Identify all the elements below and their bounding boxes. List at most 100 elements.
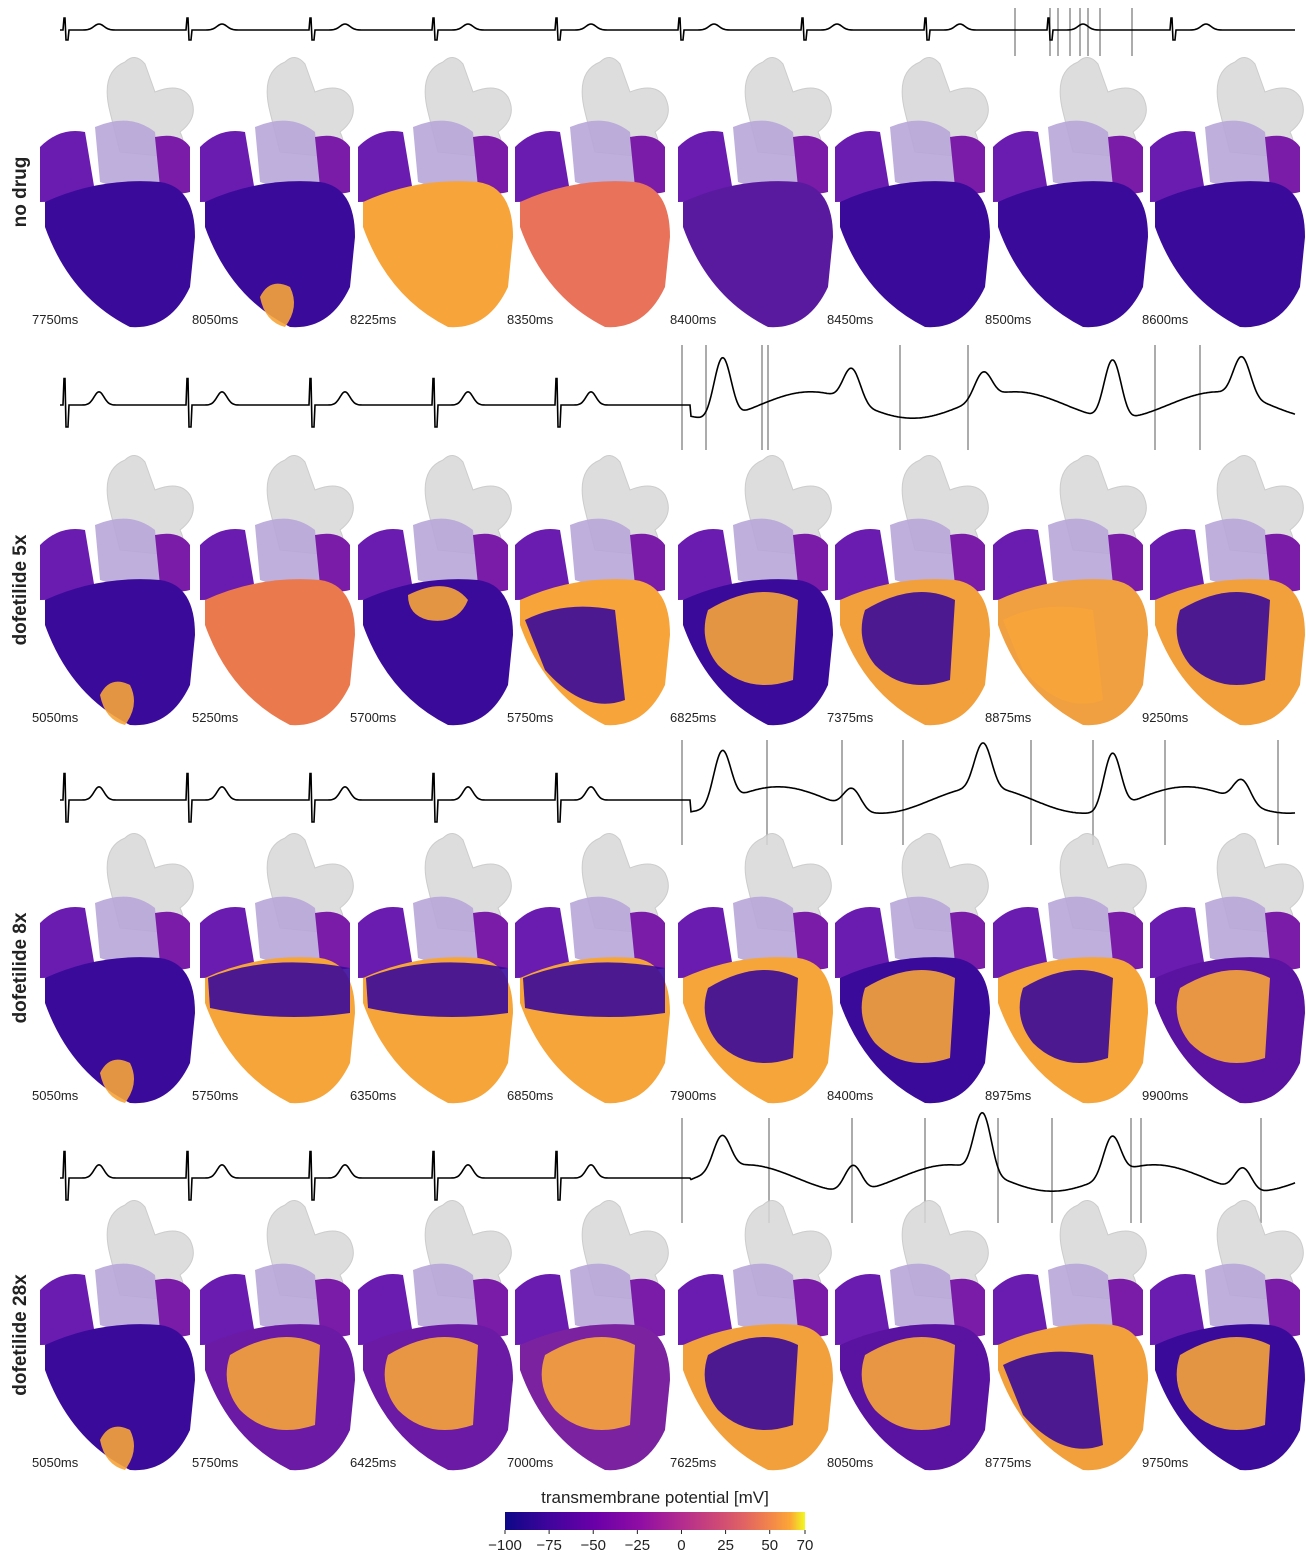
time-label: 9900ms <box>1142 1088 1189 1103</box>
time-label: 8350ms <box>507 312 554 327</box>
heart <box>515 1200 670 1470</box>
aorta <box>1205 1264 1270 1330</box>
time-label: 7900ms <box>670 1088 717 1103</box>
time-label: 8400ms <box>670 312 717 327</box>
time-label: 9250ms <box>1142 710 1189 725</box>
colorbar-tick-label: 25 <box>717 1537 734 1550</box>
aorta <box>733 121 798 187</box>
time-label: 5250ms <box>192 710 239 725</box>
ventricle <box>998 181 1148 327</box>
heart <box>993 1200 1148 1470</box>
aorta <box>890 897 955 963</box>
time-label: 8600ms <box>1142 312 1189 327</box>
time-label: 5050ms <box>32 710 79 725</box>
heart <box>40 455 195 725</box>
time-label: 7375ms <box>827 710 874 725</box>
time-label: 7000ms <box>507 1455 554 1470</box>
heart <box>835 833 990 1103</box>
heart <box>678 57 833 327</box>
aorta <box>1048 897 1113 963</box>
ventricle <box>520 181 670 327</box>
heart <box>515 833 670 1103</box>
aorta <box>95 519 160 585</box>
ventricle <box>45 181 195 327</box>
row-label: dofetilide 5x <box>10 534 31 645</box>
heart <box>358 57 513 327</box>
aorta <box>95 121 160 187</box>
time-label: 5050ms <box>32 1455 79 1470</box>
heart <box>1150 455 1305 725</box>
aorta <box>733 897 798 963</box>
aorta <box>733 519 798 585</box>
colorbar-tick-label: −50 <box>581 1537 606 1550</box>
time-label: 6850ms <box>507 1088 554 1103</box>
aorta <box>1048 121 1113 187</box>
heart <box>993 57 1148 327</box>
colorbar-tick-label: −25 <box>625 1537 650 1550</box>
ventricle <box>363 181 513 327</box>
colorbar-title: transmembrane potential [mV] <box>541 1488 769 1507</box>
ventricle <box>1155 181 1305 327</box>
excitation <box>100 1060 134 1103</box>
time-label: 6825ms <box>670 710 717 725</box>
heart <box>515 57 670 327</box>
heart <box>200 57 355 327</box>
excitation <box>260 284 294 327</box>
ventricle <box>683 181 833 327</box>
time-label: 8050ms <box>192 312 239 327</box>
aorta <box>255 897 320 963</box>
heart <box>993 833 1148 1103</box>
ecg-trace <box>60 18 1295 40</box>
time-label: 5700ms <box>350 710 397 725</box>
ecg-trace <box>60 743 1295 822</box>
heart <box>1150 833 1305 1103</box>
heart <box>1150 57 1305 327</box>
aorta <box>570 519 635 585</box>
time-label: 7750ms <box>32 312 79 327</box>
time-label: 6350ms <box>350 1088 397 1103</box>
colorbar-tick-label: 50 <box>761 1537 778 1550</box>
time-label: 8050ms <box>827 1455 874 1470</box>
colorbar-tick-label: 70 <box>797 1537 814 1550</box>
heart <box>678 455 833 725</box>
aorta <box>733 1264 798 1330</box>
heart <box>835 1200 990 1470</box>
colorbar-tick-label: −100 <box>488 1537 522 1550</box>
excitation <box>100 682 134 725</box>
heart <box>200 833 355 1103</box>
heart <box>358 833 513 1103</box>
time-label: 8400ms <box>827 1088 874 1103</box>
aorta <box>413 519 478 585</box>
time-label: 8225ms <box>350 312 397 327</box>
colorbar <box>505 1512 805 1530</box>
row-label: dofetilide 28x <box>10 1274 31 1396</box>
row-label: dofetilide 8x <box>10 912 31 1023</box>
aorta <box>890 121 955 187</box>
excitation <box>100 1427 134 1470</box>
time-label: 8875ms <box>985 710 1032 725</box>
heart <box>1150 1200 1305 1470</box>
heart <box>200 455 355 725</box>
heart <box>358 1200 513 1470</box>
heart <box>835 57 990 327</box>
ventricle <box>840 181 990 327</box>
time-label: 5050ms <box>32 1088 79 1103</box>
aorta <box>1205 121 1270 187</box>
heart <box>678 833 833 1103</box>
excitation <box>1003 1352 1103 1449</box>
time-label: 6425ms <box>350 1455 397 1470</box>
heart <box>993 455 1148 725</box>
aorta <box>1048 1264 1113 1330</box>
ecg-trace <box>60 1113 1295 1200</box>
time-label: 8450ms <box>827 312 874 327</box>
aorta <box>1048 519 1113 585</box>
aorta <box>1205 897 1270 963</box>
aorta <box>890 1264 955 1330</box>
ventricle <box>205 579 355 725</box>
heart <box>40 57 195 327</box>
aorta <box>95 897 160 963</box>
aorta <box>413 897 478 963</box>
aorta <box>95 1264 160 1330</box>
aorta <box>413 121 478 187</box>
aorta <box>570 121 635 187</box>
